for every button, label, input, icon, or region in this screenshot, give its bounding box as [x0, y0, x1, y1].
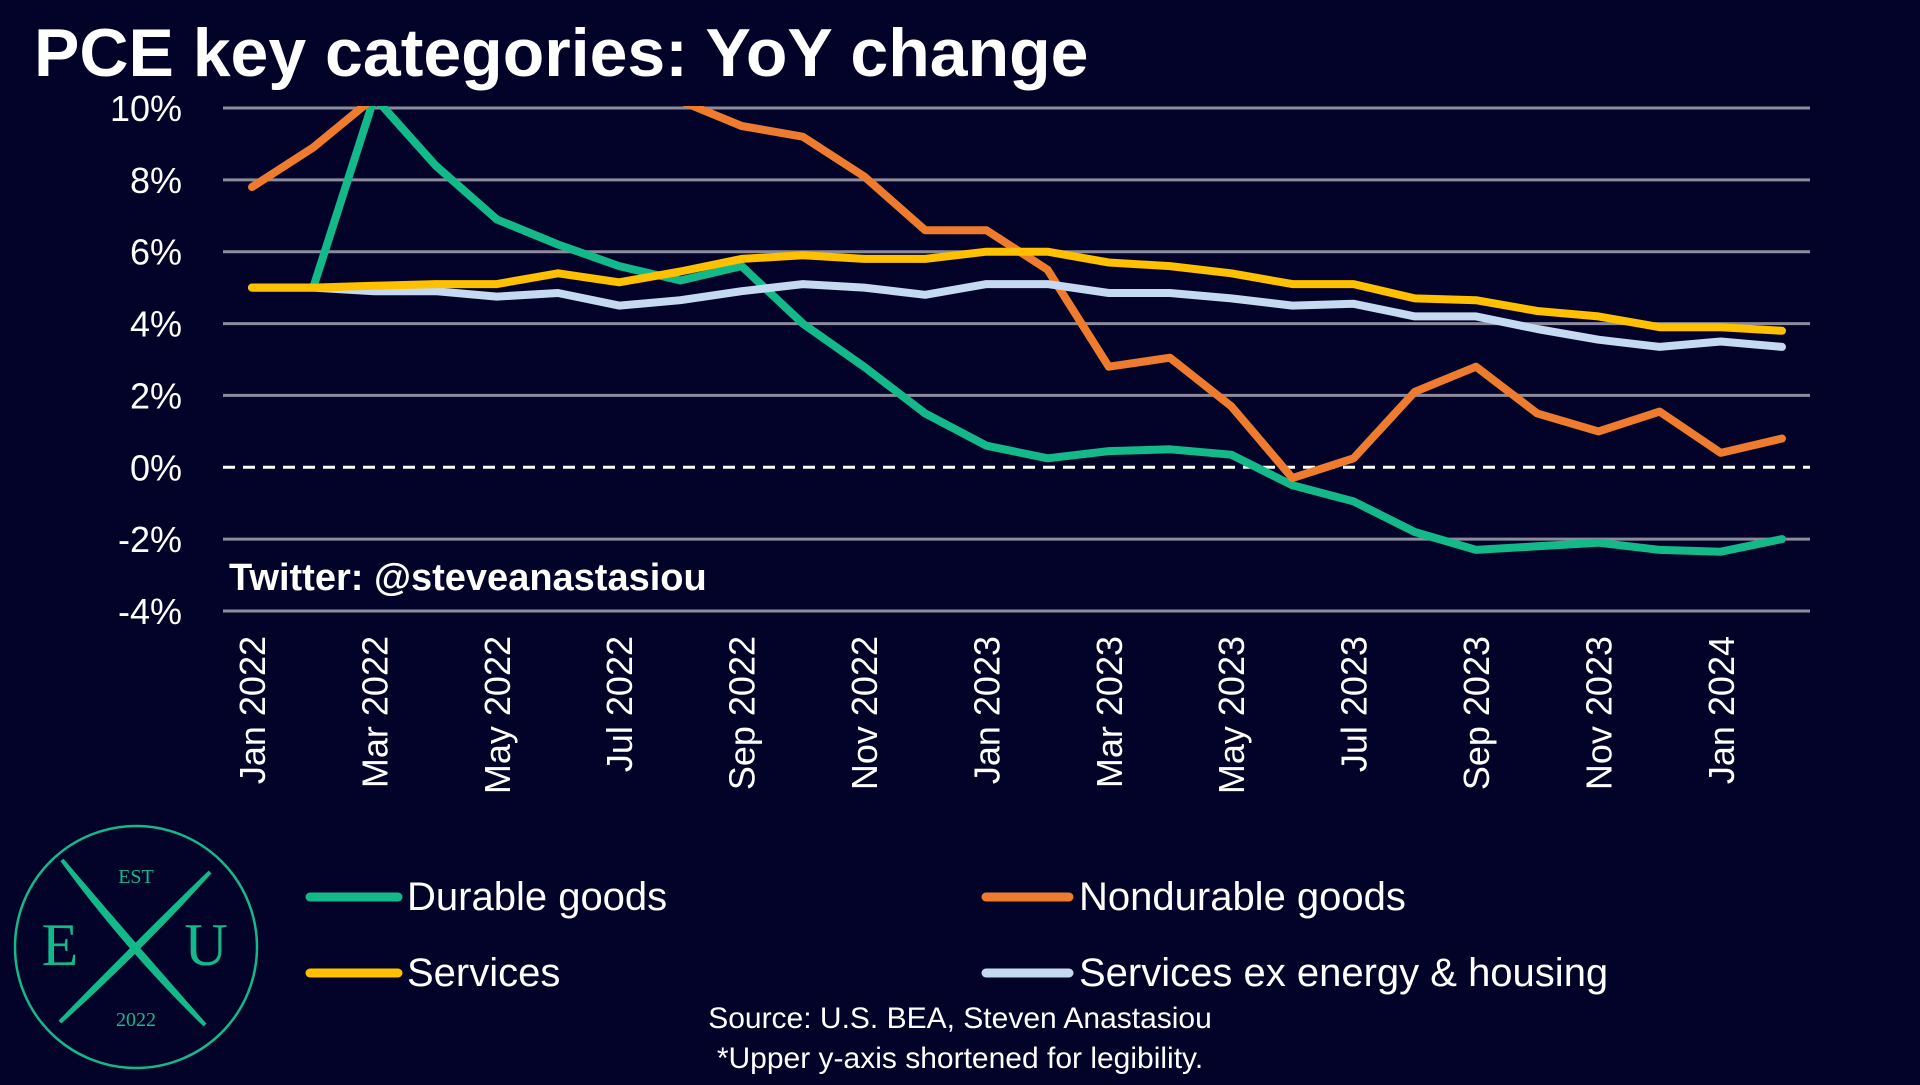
x-tick-label: Nov 2023 [1578, 636, 1619, 790]
legend-item-services-ex: Services ex energy & housing [981, 951, 1608, 995]
series-line-services-ex-energy-housing [248, 280, 1786, 351]
logo: EST E U 2022 [13, 824, 259, 1070]
footnote: *Upper y-axis shortened for legibility. [717, 1042, 1203, 1075]
twitter-annotation: Twitter: @steveanastasiou [229, 557, 707, 599]
legend-label: Services [407, 951, 560, 995]
legend-label: Nondurable goods [1079, 875, 1406, 919]
x-tick-label: Jan 2024 [1701, 636, 1742, 784]
x-tick-label: Mar 2023 [1089, 636, 1130, 788]
x-tick-label: Jul 2022 [599, 636, 640, 772]
y-axis-ticks: 10% 8% 6% 4% 2% 0% -2% -4% [110, 88, 182, 632]
x-axis-ticks: Jan 2022 Mar 2022 May 2022 Jul 2022 Sep 2022… [232, 636, 1742, 794]
x-tick-label: Jan 2022 [232, 636, 273, 784]
legend-item-nondurable: Nondurable goods [981, 875, 1406, 919]
legend-item-durable: Durable goods [305, 875, 667, 919]
y-tick-label: -2% [118, 519, 182, 560]
x-tick-label: Mar 2022 [354, 636, 395, 788]
legend-label: Durable goods [407, 875, 667, 919]
logo-u: U [184, 912, 227, 978]
x-tick-label: Sep 2023 [1456, 636, 1497, 790]
legend: Durable goods Nondurable goods Services … [305, 875, 1608, 995]
source-note: Source: U.S. BEA, Steven Anastasiou [708, 1002, 1212, 1035]
logo-est: EST [118, 866, 154, 888]
logo-e: E [42, 912, 79, 978]
chart-title: PCE key categories: YoY change [34, 15, 1088, 91]
legend-item-services: Services [305, 951, 560, 995]
legend-label: Services ex energy & housing [1079, 951, 1608, 995]
logo-year: 2022 [116, 1009, 156, 1031]
x-tick-label: Jul 2023 [1334, 636, 1375, 772]
series-line-durable-goods [248, 106, 1786, 556]
y-tick-label: 8% [130, 160, 182, 201]
y-tick-label: 0% [130, 447, 182, 488]
series-line-services [248, 247, 1786, 335]
y-tick-label: 10% [110, 88, 182, 129]
y-tick-label: 4% [130, 304, 182, 345]
y-tick-label: -4% [118, 591, 182, 632]
x-tick-label: Nov 2022 [844, 636, 885, 790]
x-tick-label: Jan 2023 [966, 636, 1007, 784]
y-tick-label: 2% [130, 375, 182, 416]
series-lines [248, 106, 1786, 556]
x-tick-label: May 2022 [477, 636, 518, 794]
x-tick-label: Sep 2022 [722, 636, 763, 790]
x-tick-label: May 2023 [1211, 636, 1252, 794]
y-tick-label: 6% [130, 232, 182, 273]
